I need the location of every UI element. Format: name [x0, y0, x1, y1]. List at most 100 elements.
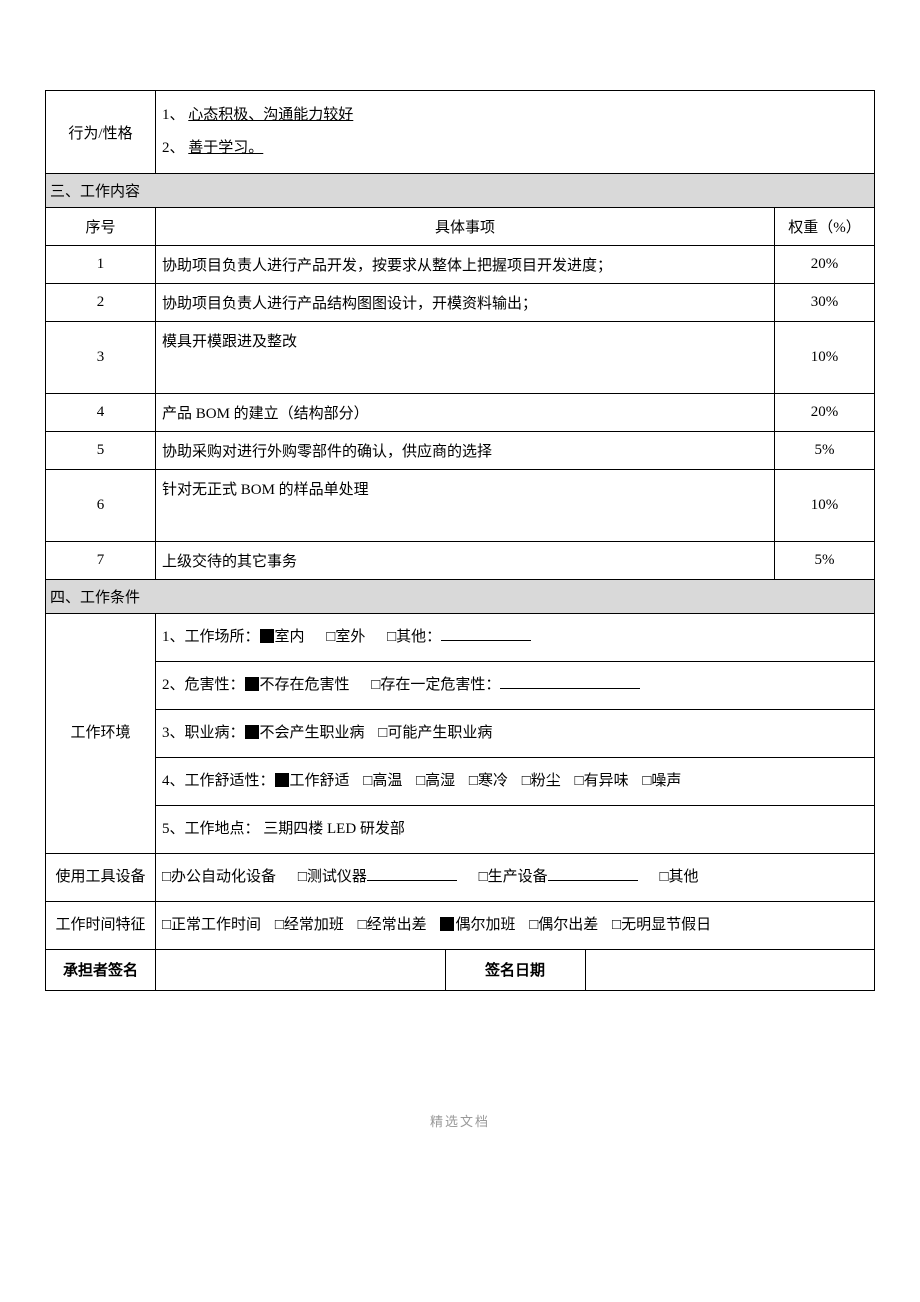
filled-checkbox-icon: [275, 773, 289, 787]
time-opt6: □无明显节假日: [612, 917, 711, 933]
sig-date-value[interactable]: [585, 950, 875, 990]
table-row: 4 产品 BOM 的建立（结构部分） 20%: [46, 394, 875, 432]
env-r4-opt2: □高温: [363, 773, 402, 789]
time-label: 工作时间特征: [46, 902, 156, 950]
blank-line: [367, 866, 457, 881]
env-r1-pre: 1、工作场所：: [162, 629, 260, 645]
job-description-table: 行为/性格 1、 心态积极、沟通能力较好 2、 善于学习。 三、工作内容 序号 …: [45, 90, 875, 950]
sig-date-label: 签名日期: [445, 950, 585, 990]
table-row: 7 上级交待的其它事务 5%: [46, 542, 875, 580]
sig-name-value[interactable]: [156, 950, 446, 990]
behavior-item1-text: 心态积极、沟通能力较好: [188, 107, 353, 123]
sig-name-label: 承担者签名: [46, 950, 156, 990]
env-r2-opt1: 不存在危害性: [260, 677, 350, 693]
env-label: 工作环境: [46, 614, 156, 854]
weight-cell: 10%: [775, 322, 875, 394]
weight-cell: 10%: [775, 470, 875, 542]
env-r1-opt3: □其他：: [387, 629, 441, 645]
seq-cell: 3: [46, 322, 156, 394]
behavior-label: 行为/性格: [46, 91, 156, 174]
section4-header-row: 四、工作条件: [46, 580, 875, 614]
env-hazard: 2、危害性： 不存在危害性 □存在一定危害性：: [156, 662, 875, 710]
env-row-5: 5、工作地点： 三期四楼 LED 研发部: [46, 806, 875, 854]
footer-note: 精选文档: [45, 1111, 875, 1130]
env-r1-opt2: □室外: [326, 629, 365, 645]
filled-checkbox-icon: [245, 677, 259, 691]
env-address: 5、工作地点： 三期四楼 LED 研发部: [156, 806, 875, 854]
env-r3-opt1: 不会产生职业病: [260, 725, 365, 741]
behavior-row: 行为/性格 1、 心态积极、沟通能力较好 2、 善于学习。: [46, 91, 875, 174]
env-r3-pre: 3、职业病：: [162, 725, 245, 741]
table-row: 6 针对无正式 BOM 的样品单处理 10%: [46, 470, 875, 542]
env-row-1: 工作环境 1、工作场所：室内 □室外 □其他：: [46, 614, 875, 662]
item-cell: 上级交待的其它事务: [156, 542, 775, 580]
blank-line: [548, 866, 638, 881]
section4-title: 四、工作条件: [46, 580, 875, 614]
col-seq: 序号: [46, 208, 156, 246]
env-comfort: 4、工作舒适性： 工作舒适 □高温 □高湿 □寒冷 □粉尘 □有异味 □噪声: [156, 758, 875, 806]
tools-opt1: □办公自动化设备: [162, 869, 276, 885]
behavior-item2-text: 善于学习。: [188, 140, 263, 156]
item-cell: 协助项目负责人进行产品开发，按要求从整体上把握项目开发进度；: [156, 246, 775, 284]
env-r2-opt2: □存在一定危害性：: [371, 677, 500, 693]
env-r4-opt3: □高湿: [416, 773, 455, 789]
table-row: 2 协助项目负责人进行产品结构图图设计，开模资料输出； 30%: [46, 284, 875, 322]
env-row-4: 4、工作舒适性： 工作舒适 □高温 □高湿 □寒冷 □粉尘 □有异味 □噪声: [46, 758, 875, 806]
tools-label: 使用工具设备: [46, 854, 156, 902]
env-r4-opt7: □噪声: [642, 773, 681, 789]
behavior-item2-prefix: 2、: [162, 140, 185, 156]
env-disease: 3、职业病： 不会产生职业病 □可能产生职业病: [156, 710, 875, 758]
time-opt4: 偶尔加班: [455, 917, 515, 933]
seq-cell: 4: [46, 394, 156, 432]
weight-cell: 5%: [775, 542, 875, 580]
behavior-item1-prefix: 1、: [162, 107, 185, 123]
time-opt1: □正常工作时间: [162, 917, 261, 933]
filled-checkbox-icon: [245, 725, 259, 739]
filled-checkbox-icon: [440, 917, 454, 931]
seq-cell: 6: [46, 470, 156, 542]
weight-cell: 20%: [775, 394, 875, 432]
item-cell: 协助采购对进行外购零部件的确认，供应商的选择: [156, 432, 775, 470]
blank-line: [500, 674, 640, 689]
env-r4-opt1: 工作舒适: [290, 773, 350, 789]
env-row-3: 3、职业病： 不会产生职业病 □可能产生职业病: [46, 710, 875, 758]
signature-row: 承担者签名 签名日期: [46, 950, 875, 990]
env-r4-pre: 4、工作舒适性：: [162, 773, 275, 789]
signature-table: 承担者签名 签名日期: [45, 950, 875, 991]
col-weight: 权重（%）: [775, 208, 875, 246]
env-r4-opt4: □寒冷: [469, 773, 508, 789]
section3-title: 三、工作内容: [46, 174, 875, 208]
behavior-content: 1、 心态积极、沟通能力较好 2、 善于学习。: [156, 91, 875, 174]
seq-cell: 7: [46, 542, 156, 580]
weight-cell: 5%: [775, 432, 875, 470]
tools-opt2: □测试仪器: [298, 869, 367, 885]
item-cell: 协助项目负责人进行产品结构图图设计，开模资料输出；: [156, 284, 775, 322]
seq-cell: 1: [46, 246, 156, 284]
tools-opt4: □其他: [659, 869, 698, 885]
table-row: 3 模具开模跟进及整改 10%: [46, 322, 875, 394]
env-r4-opt6: □有异味: [575, 773, 629, 789]
time-opt2: □经常加班: [275, 917, 344, 933]
weight-cell: 20%: [775, 246, 875, 284]
tools-row: 使用工具设备 □办公自动化设备 □测试仪器 □生产设备 □其他: [46, 854, 875, 902]
weight-cell: 30%: [775, 284, 875, 322]
table-row: 1 协助项目负责人进行产品开发，按要求从整体上把握项目开发进度； 20%: [46, 246, 875, 284]
tools-opt3: □生产设备: [479, 869, 548, 885]
env-r3-opt2: □可能产生职业病: [378, 725, 492, 741]
env-r2-pre: 2、危害性：: [162, 677, 245, 693]
seq-cell: 2: [46, 284, 156, 322]
env-r4-opt5: □粉尘: [522, 773, 561, 789]
seq-cell: 5: [46, 432, 156, 470]
time-opt5: □偶尔出差: [529, 917, 598, 933]
col-item: 具体事项: [156, 208, 775, 246]
item-cell: 产品 BOM 的建立（结构部分）: [156, 394, 775, 432]
section3-header-row: 三、工作内容: [46, 174, 875, 208]
time-opt3: □经常出差: [358, 917, 427, 933]
item-cell: 针对无正式 BOM 的样品单处理: [156, 470, 775, 542]
time-content: □正常工作时间 □经常加班 □经常出差 偶尔加班 □偶尔出差 □无明显节假日: [156, 902, 875, 950]
env-location: 1、工作场所：室内 □室外 □其他：: [156, 614, 875, 662]
item-cell: 模具开模跟进及整改: [156, 322, 775, 394]
time-row: 工作时间特征 □正常工作时间 □经常加班 □经常出差 偶尔加班 □偶尔出差 □无…: [46, 902, 875, 950]
env-row-2: 2、危害性： 不存在危害性 □存在一定危害性：: [46, 662, 875, 710]
blank-line: [441, 626, 531, 641]
